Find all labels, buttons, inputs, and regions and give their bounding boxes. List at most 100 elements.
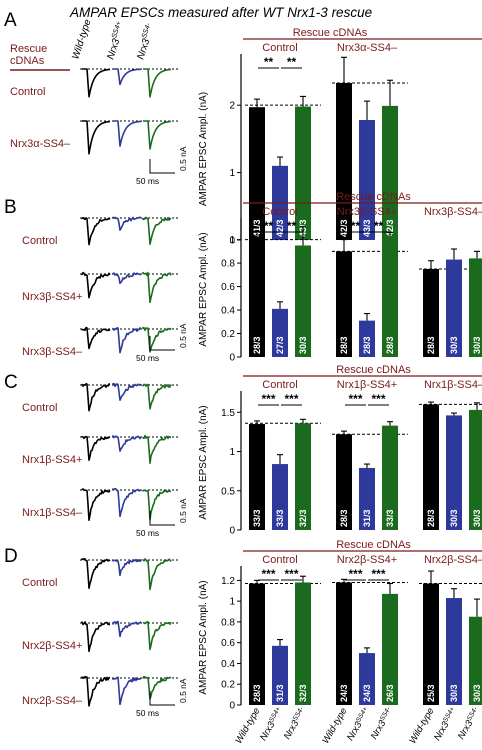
row-label: Nrx2β-SS4+ (22, 640, 82, 652)
col-header-ss4m: Nrx3SS4- (134, 22, 157, 61)
n-label: 28/3 (339, 336, 349, 354)
epsc-trace (81, 676, 111, 707)
epsc-trace (113, 120, 142, 147)
y-tick-label: 0 (229, 236, 235, 247)
n-label: 28/3 (362, 336, 372, 354)
bar (272, 645, 288, 705)
panel-C: C Control Nrx1β-SS4+ Nrx1β-SS4– 50 ms 0.5 nA 0… (4, 364, 482, 538)
significance-label: *** (261, 392, 275, 406)
y-tick-label: 0.6 (221, 638, 235, 649)
bar (382, 593, 398, 705)
n-label: 28/3 (339, 509, 349, 527)
group-label: Nrx3β-SS4+ (337, 206, 397, 218)
scale-time-label: 50 ms (136, 176, 159, 186)
n-label: 24/3 (339, 684, 349, 702)
epsc-trace (112, 435, 142, 452)
y-tick-label: 0 (229, 701, 235, 712)
x-category-label: Nrx3SS4- (282, 705, 309, 741)
scale-time-label: 50 ms (136, 708, 159, 718)
group-label: Nrx2β-SS4+ (337, 554, 397, 566)
rescue-title: Rescue cDNAs (293, 27, 368, 39)
epsc-trace (143, 68, 172, 98)
epsc-trace (142, 383, 172, 410)
epsc-trace (113, 68, 142, 86)
rescue-title: Rescue cDNAs (336, 539, 411, 551)
y-tick-label: 0.5 (221, 486, 235, 497)
epsc-trace (81, 488, 111, 521)
bar (359, 320, 375, 357)
panel-B: B Control Nrx3β-SS4+ Nrx3β-SS4– 50 ms 0.5 nA 0… (4, 191, 482, 364)
scale-amp-label: 0.5 nA (178, 323, 188, 348)
y-tick-label: 2 (229, 101, 235, 112)
bar (249, 107, 265, 241)
n-label: 30/3 (472, 509, 482, 527)
epsc-trace (142, 271, 172, 304)
bar (336, 251, 352, 357)
epsc-trace (112, 558, 142, 577)
y-tick-label: 1.2 (221, 576, 235, 587)
epsc-trace (142, 326, 172, 353)
n-label: 42/3 (385, 219, 395, 237)
significance-label: ** (287, 219, 297, 233)
n-label: 42/3 (339, 219, 349, 237)
epsc-trace (112, 382, 142, 401)
group-label: Control (262, 206, 297, 218)
n-label: 30/3 (449, 509, 459, 527)
bar (295, 423, 311, 530)
epsc-trace (112, 327, 142, 354)
scale-bar (149, 511, 175, 526)
n-label: 43/3 (362, 219, 372, 237)
group-label: Nrx3α-SS4– (337, 42, 398, 54)
significance-label: ** (264, 219, 274, 233)
n-label: 31/3 (275, 684, 285, 702)
epsc-trace (142, 621, 172, 651)
scale-bar (149, 691, 175, 706)
epsc-trace (81, 271, 111, 299)
cdnas-label: cDNAs (10, 55, 45, 67)
significance-label: *** (371, 567, 385, 581)
y-tick-label: 1 (229, 168, 235, 179)
y-tick-label: 0 (229, 526, 235, 537)
n-label: 30/3 (472, 684, 482, 702)
n-label: 28/3 (385, 336, 395, 354)
y-tick-label: 1 (229, 235, 235, 246)
group-label: Control (262, 42, 297, 54)
epsc-trace (142, 216, 172, 245)
rescue-title: Rescue cDNAs (336, 364, 411, 376)
scale-amp-label: 0.5 nA (178, 678, 188, 703)
n-label: 28/3 (252, 336, 262, 354)
n-label: 26/3 (385, 684, 395, 702)
y-tick-label: 0.8 (221, 259, 235, 270)
bar (359, 467, 375, 530)
significance-label: ** (287, 55, 297, 69)
bar (336, 82, 352, 241)
significance-label: ** (264, 55, 274, 69)
panel-letter: C (4, 372, 18, 393)
group-label: Nrx2β-SS4– (424, 554, 482, 566)
n-label: 24/3 (362, 684, 372, 702)
row-label: Control (10, 86, 45, 98)
n-label: 42/3 (275, 219, 285, 237)
y-tick-label: 1 (229, 597, 235, 608)
group-label: Nrx1β-SS4+ (337, 379, 397, 391)
epsc-trace (82, 120, 111, 155)
epsc-trace (142, 675, 172, 700)
rescue-label: Rescue (10, 43, 47, 55)
significance-label: *** (284, 392, 298, 406)
bar (446, 259, 462, 357)
scale-bar (149, 336, 175, 351)
row-label: Control (22, 577, 57, 589)
n-label: 33/3 (275, 509, 285, 527)
bar (249, 583, 265, 705)
row-label: Nrx3α-SS4– (10, 138, 71, 150)
group-label: Nrx1β-SS4– (424, 379, 482, 391)
bar (359, 120, 375, 240)
n-label: 33/3 (385, 509, 395, 527)
n-label: 31/3 (362, 509, 372, 527)
y-tick-label: 0.2 (221, 680, 235, 691)
y-axis-label: AMPAR EPSC Ampl. (nA) (198, 92, 209, 206)
scale-amp-label: 0.5 nA (178, 498, 188, 523)
epsc-trace (112, 272, 142, 285)
n-label: 41/3 (252, 219, 262, 237)
